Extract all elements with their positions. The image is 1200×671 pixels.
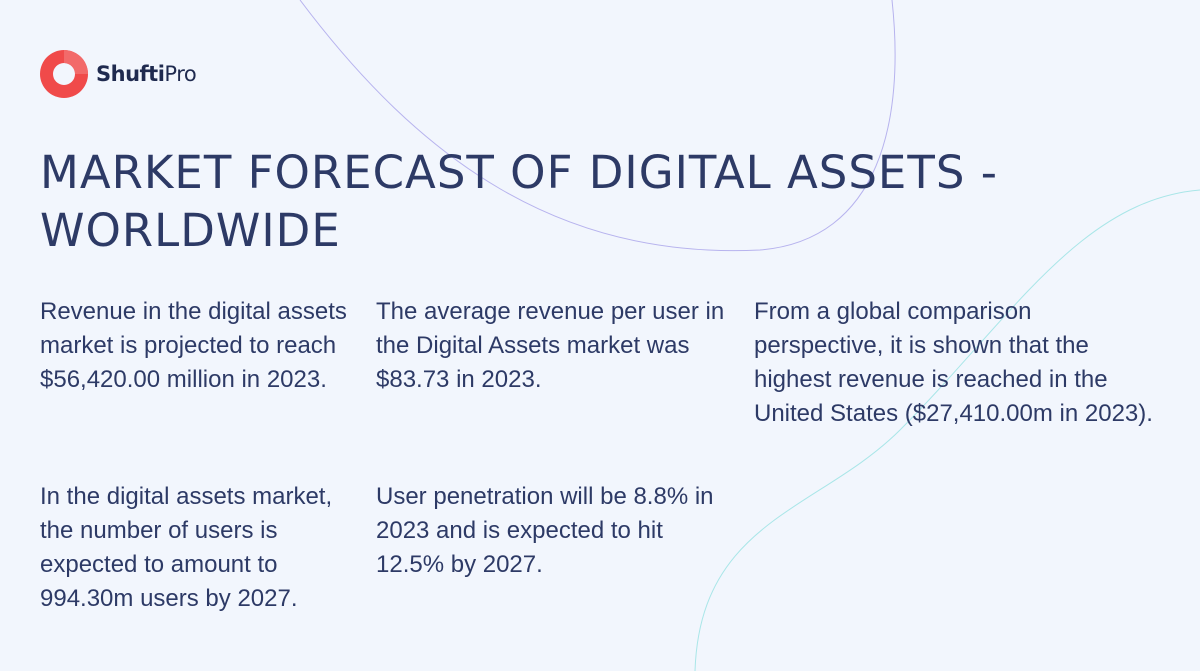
brand-name-bold: Shufti [96, 62, 165, 86]
page-title: MARKET FORECAST OF DIGITAL ASSETS - WORL… [40, 144, 1040, 260]
shufti-pro-logo-icon [40, 50, 88, 98]
stat-users: In the digital assets market, the number… [40, 483, 333, 612]
brand-logo[interactable]: ShuftiPro [40, 50, 197, 98]
title-line-2: WORLDWIDE [40, 204, 341, 257]
stat-revenue: Revenue in the digital assets market is … [40, 298, 347, 393]
brand-name-light: Pro [164, 62, 197, 86]
title-line-1: MARKET FORECAST OF DIGITAL ASSETS - [40, 146, 998, 199]
stat-average-revenue: The average revenue per user in the Digi… [376, 298, 725, 393]
brand-name: ShuftiPro [96, 62, 197, 86]
stat-us-revenue: From a global comparison perspective, it… [754, 298, 1153, 427]
stat-user-penetration: User penetration will be 8.8% in 2023 an… [376, 483, 714, 578]
